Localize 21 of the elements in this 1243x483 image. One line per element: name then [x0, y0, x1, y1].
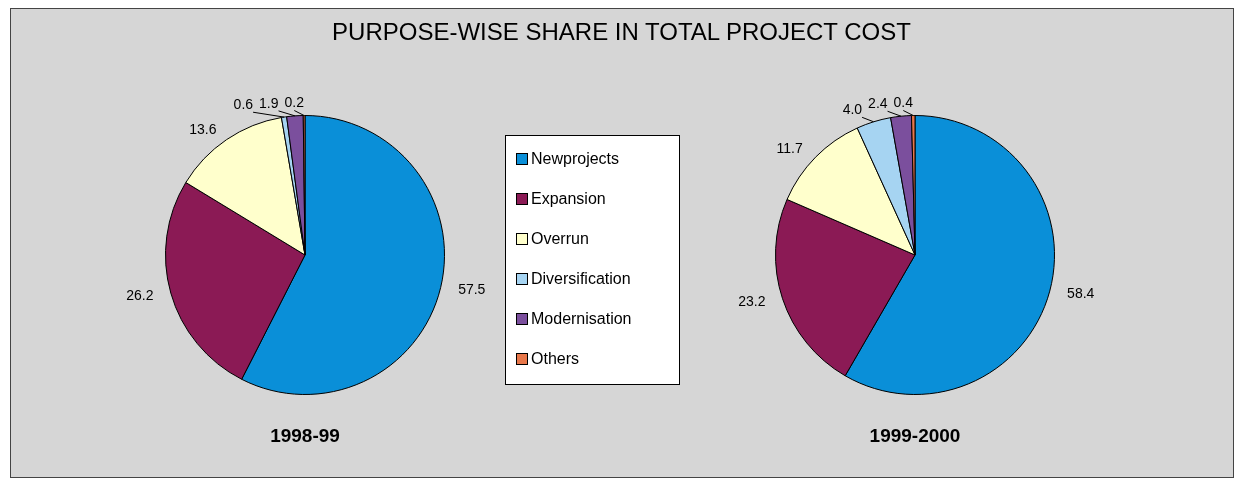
legend-label: Diversification: [531, 270, 631, 288]
slice-label: 1998-99: [269, 425, 341, 447]
data-label: 0.2: [284, 94, 305, 111]
legend-label: Newprojects: [531, 150, 620, 168]
data-label: 2.4: [868, 95, 888, 112]
data-label: 23.2: [738, 293, 766, 310]
data-label: 1.9: [259, 94, 279, 111]
legend-label: Overrun: [531, 230, 589, 248]
slice-label: 1999-2000: [868, 425, 962, 447]
legend-label: Modernisation: [531, 310, 632, 328]
chart-title: PURPOSE-WISE SHARE IN TOTAL PROJECT COST: [331, 18, 912, 46]
legend-label: Expansion: [531, 190, 606, 208]
data-label: 0.6: [233, 96, 254, 113]
data-label: 4.0: [842, 101, 863, 118]
data-label: 13.6: [189, 120, 217, 137]
data-label: 26.2: [126, 287, 154, 304]
legend-label: Others: [531, 350, 580, 368]
data-label: 57.5: [458, 281, 486, 298]
data-label: 11.7: [776, 139, 803, 156]
data-label: 0.4: [893, 94, 914, 111]
data-label: 58.4: [1067, 285, 1095, 302]
